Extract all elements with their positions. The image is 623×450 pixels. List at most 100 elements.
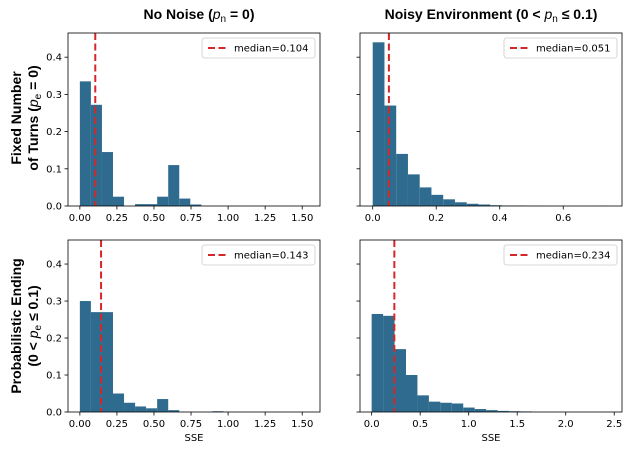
legend: median=0.143 (201, 244, 316, 266)
panel-bottom-left: 0.00 0.25 0.50 0.75 1.00 1.25 1.50 0.0 0.1 0.2 0.3… (46, 239, 321, 444)
histogram-bar (384, 105, 397, 206)
histogram-bar (419, 187, 432, 206)
x-tick-label: 0.25 (106, 213, 128, 224)
histogram-bar (168, 165, 180, 206)
axes-frame (67, 239, 321, 413)
histogram-bar (372, 42, 385, 207)
x-tick-label: 1.25 (254, 213, 276, 224)
histogram-bar (146, 204, 158, 206)
y-tick-label: 0.3 (46, 297, 62, 308)
histogram-bar (474, 409, 487, 412)
y-tick-label: 0.2 (46, 334, 62, 345)
x-tick-label: 1.50 (291, 419, 313, 430)
histogram-bar (383, 315, 395, 412)
histogram-bar (486, 410, 498, 412)
histogram-bar (497, 410, 510, 412)
x-tick-label: 0.25 (106, 419, 128, 430)
histogram-bar (407, 174, 420, 206)
legend-median-label: median=0.051 (536, 44, 611, 55)
histogram-bar (135, 204, 147, 206)
x-tick-label: 0.5 (412, 419, 428, 430)
histogram-bar (466, 203, 479, 206)
legend-box (503, 244, 618, 266)
histogram-bar (90, 312, 102, 412)
subplot-grid: 0.00 0.25 0.50 0.75 1.00 1.25 1.50 0.0 0.1 0.2 0.3… (46, 32, 623, 444)
legend: median=0.234 (503, 244, 618, 266)
histogram-bar (431, 194, 444, 206)
histogram-bar (190, 204, 202, 206)
y-tick-label: 0.2 (46, 127, 62, 138)
row-title-probabilistic-line1: Probabilistic Ending (8, 258, 24, 393)
y-tick-label: 0.1 (46, 371, 62, 382)
histogram-bar (79, 301, 91, 412)
col-title-noisy-environment: Noisy Environment (0 < pn ≤ 0.1) (385, 6, 598, 25)
y-tick-label: 0.4 (46, 53, 62, 64)
histogram-bar (394, 349, 406, 412)
x-axis-label: SSE (184, 433, 203, 444)
axes-frame (359, 239, 623, 413)
x-tick-label: 0.50 (143, 213, 165, 224)
x-tick-label: 0.2 (428, 213, 444, 224)
histogram-bar (443, 199, 455, 206)
x-tick-label: 0.75 (180, 419, 202, 430)
x-tick-label: 2.0 (558, 419, 574, 430)
histogram-bar (179, 198, 191, 206)
axes-frame (359, 32, 623, 207)
legend-median-label: median=0.104 (234, 44, 309, 55)
row-title-fixed-turns-line1: Fixed Number (8, 71, 24, 165)
histogram-bar (90, 104, 102, 206)
histogram-bar (451, 403, 464, 412)
histogram-bar (371, 313, 384, 412)
x-tick-label: 0.6 (555, 213, 571, 224)
x-tick-label: 0.50 (143, 419, 165, 430)
legend-box (201, 37, 316, 59)
histogram-bar (405, 375, 418, 412)
histogram-bar (478, 204, 491, 206)
histogram-bar (440, 402, 452, 412)
x-axis-label: SSE (481, 433, 500, 444)
histogram-bar (79, 81, 91, 206)
histogram-bar (428, 401, 441, 412)
legend: median=0.051 (503, 37, 618, 59)
histogram-bar (417, 395, 429, 412)
x-tick-label: 0.0 (365, 213, 381, 224)
histogram-bar (157, 196, 169, 206)
y-tick-label: 0.3 (46, 90, 62, 101)
x-tick-label: 1.25 (254, 419, 276, 430)
x-tick-label: 0.75 (180, 213, 202, 224)
histogram-bar (396, 153, 408, 206)
histogram-bar (168, 410, 180, 412)
histogram-bar (101, 152, 113, 206)
legend: median=0.104 (201, 37, 316, 59)
col-title-no-noise: No Noise (pn = 0) (144, 6, 255, 25)
histogram-bar (112, 196, 125, 206)
x-tick-label: 0.00 (69, 213, 91, 224)
histogram-bar (454, 202, 467, 206)
x-tick-label: 1.00 (217, 419, 239, 430)
histogram-bar (463, 407, 475, 412)
legend-median-label: median=0.143 (234, 251, 309, 262)
histogram-bar (112, 393, 125, 412)
x-tick-label: 1.50 (291, 213, 313, 224)
histogram-bar (146, 408, 158, 412)
row-title-fixed-turns: Fixed Number of Turns (pe = 0) (8, 65, 44, 170)
row-title-probabilistic-ending: Probabilistic Ending (0 < pe ≤ 0.1) (8, 258, 44, 393)
panel-bottom-right: 0.0 0.5 1.0 1.5 2.0 2.5 SSE median=0.234 (356, 239, 623, 444)
x-tick-label: 0.4 (492, 213, 508, 224)
x-tick-label: 1.0 (461, 419, 477, 430)
y-tick-label: 0.0 (46, 202, 62, 213)
panel-top-left: 0.00 0.25 0.50 0.75 1.00 1.25 1.50 0.0 0.1 0.2 0.3… (46, 32, 321, 224)
histogram-bar (124, 402, 136, 412)
row-title-probabilistic-line2: (0 < pe ≤ 0.1) (25, 285, 44, 366)
legend-median-label: median=0.234 (536, 251, 611, 262)
y-tick-label: 0.4 (46, 260, 62, 271)
x-tick-label: 2.5 (606, 419, 622, 430)
histogram-bar (157, 399, 169, 412)
y-tick-label: 0.0 (46, 408, 62, 419)
x-tick-label: 1.5 (509, 419, 525, 430)
y-tick-label: 0.1 (46, 164, 62, 175)
legend-box (503, 37, 618, 59)
legend-box (201, 244, 316, 266)
x-tick-label: 0.00 (69, 419, 91, 430)
